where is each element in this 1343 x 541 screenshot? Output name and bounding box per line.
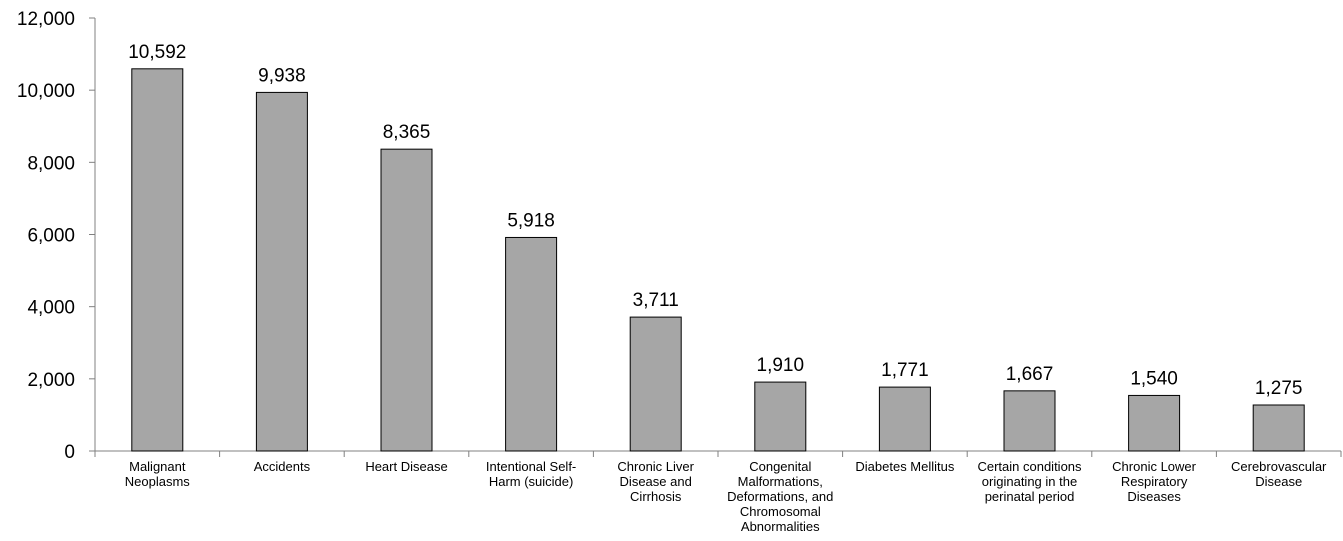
category-labels: Malignant Neoplasms Accidents Heart Disease… [125, 459, 1327, 534]
bar [1003, 390, 1056, 452]
data-label: 3,711 [633, 290, 679, 311]
y-tick-label: 4,000 [27, 298, 75, 319]
x-tick-label: Certain conditions originating in the peri… [977, 459, 1082, 504]
data-label: 1,771 [881, 360, 929, 381]
bar [1128, 394, 1181, 452]
bar [878, 386, 931, 452]
x-tick-label: Diabetes Mellitus [855, 459, 954, 474]
x-axis [94, 450, 1342, 457]
y-tick-label: 12,000 [17, 9, 75, 30]
data-label: 1,540 [1130, 368, 1178, 389]
x-tick-label: Intentional Self-Harm (suicide) [486, 459, 576, 489]
x-tick-label: Chronic Lower Respiratory Diseases [1112, 459, 1196, 504]
y-axis: 0 2,000 4,000 6,000 8,000 10,000 12,000 [17, 9, 96, 463]
bar [131, 68, 184, 452]
data-label: 9,938 [258, 65, 306, 86]
bar [1252, 404, 1305, 452]
data-label: 8,365 [383, 122, 431, 143]
value-labels: 10,592 9,938 8,365 5,918 3,711 1,910 1,771 1,66… [128, 42, 1302, 399]
data-label: 1,275 [1255, 378, 1303, 399]
x-tick-label: Chronic Liver Disease and Cirrhosis [617, 459, 694, 504]
bar [754, 381, 807, 452]
bar [629, 316, 682, 452]
bars [131, 68, 1305, 452]
y-tick-label: 2,000 [27, 370, 75, 391]
y-tick-label: 6,000 [27, 226, 75, 247]
data-label: 5,918 [507, 210, 555, 231]
bar [380, 148, 433, 452]
x-tick-label: Heart Disease [365, 459, 447, 474]
data-label: 1,910 [757, 355, 805, 376]
data-label: 10,592 [128, 42, 186, 63]
data-label: 1,667 [1006, 364, 1054, 385]
bar [255, 91, 308, 452]
x-tick-label: Cerebrovascular Disease [1231, 459, 1327, 489]
y-tick-label: 8,000 [27, 153, 75, 174]
y-tick-label: 0 [64, 442, 75, 463]
x-tick-label: Accidents [254, 459, 311, 474]
x-tick-label: Congenital Malformations, Deformations, an… [727, 459, 833, 534]
x-tick-label: Malignant Neoplasms [125, 459, 191, 489]
bar [505, 236, 558, 452]
y-tick-label: 10,000 [17, 81, 75, 102]
